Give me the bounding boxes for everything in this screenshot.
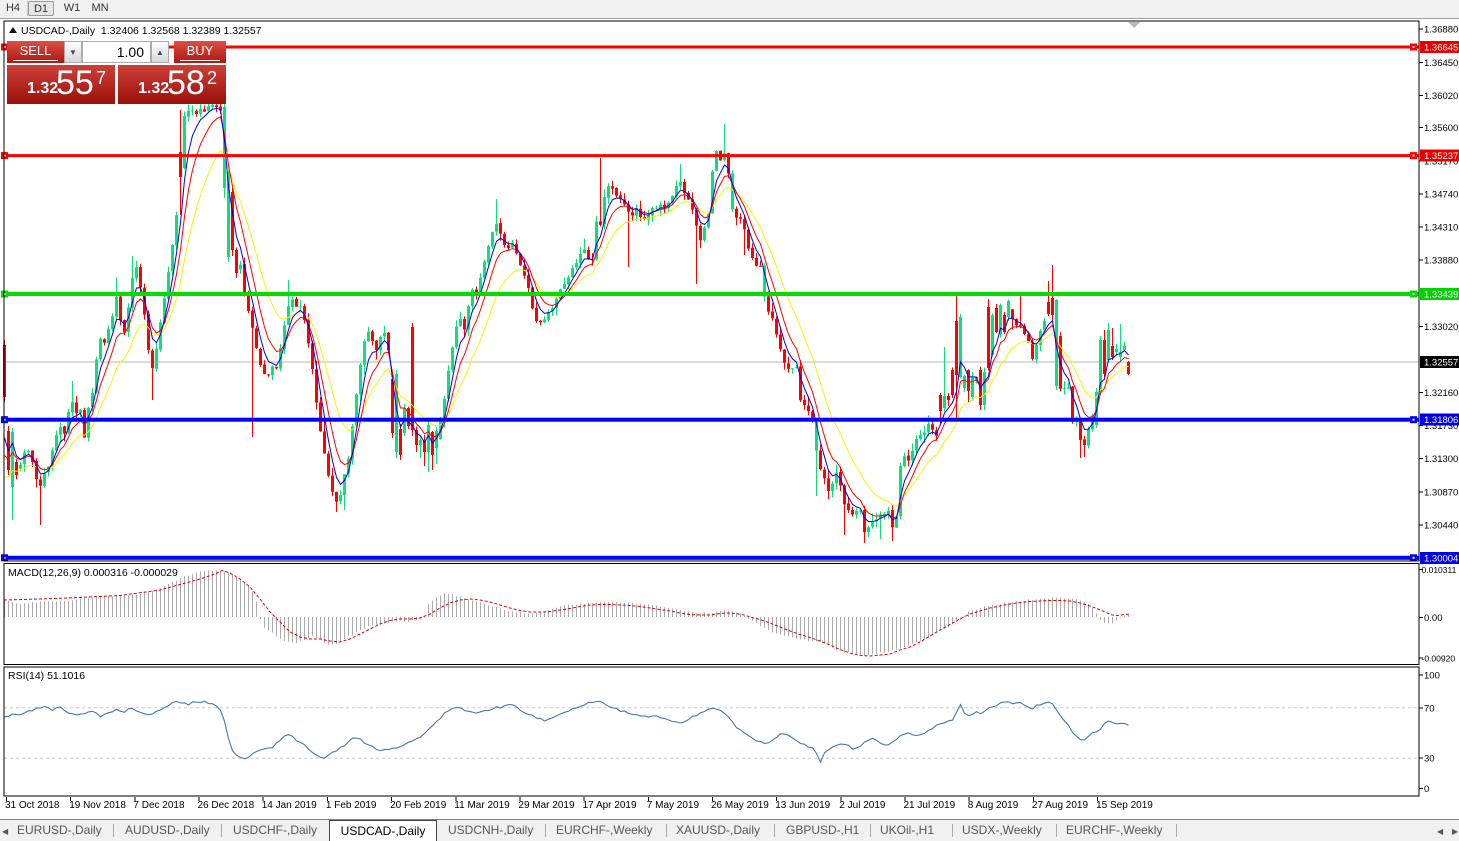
svg-text:31 Oct 2018: 31 Oct 2018 xyxy=(5,800,60,811)
svg-text:1.33880: 1.33880 xyxy=(1424,256,1458,267)
svg-text:0.010311: 0.010311 xyxy=(1422,565,1457,575)
svg-text:14 Jan 2019: 14 Jan 2019 xyxy=(262,800,317,811)
svg-text:0.00: 0.00 xyxy=(1424,613,1443,624)
svg-text:1.36450: 1.36450 xyxy=(1424,58,1458,69)
svg-text:30: 30 xyxy=(1424,754,1435,765)
svg-text:20 Feb 2019: 20 Feb 2019 xyxy=(390,800,447,811)
svg-text:1 Feb 2019: 1 Feb 2019 xyxy=(326,800,377,811)
svg-text:17 Apr 2019: 17 Apr 2019 xyxy=(583,800,637,811)
svg-text:1.34310: 1.34310 xyxy=(1424,223,1458,234)
svg-text:-0.00920: -0.00920 xyxy=(1422,653,1456,663)
svg-text:1.31806: 1.31806 xyxy=(1424,415,1458,426)
svg-text:1.35600: 1.35600 xyxy=(1424,123,1458,134)
svg-text:1.30440: 1.30440 xyxy=(1424,520,1458,531)
svg-text:13 Jun 2019: 13 Jun 2019 xyxy=(775,800,830,811)
svg-text:15 Sep 2019: 15 Sep 2019 xyxy=(1096,800,1153,811)
svg-text:100: 100 xyxy=(1424,671,1440,682)
svg-text:7 May 2019: 7 May 2019 xyxy=(647,800,700,811)
svg-text:1.36880: 1.36880 xyxy=(1424,25,1458,36)
svg-text:26 May 2019: 26 May 2019 xyxy=(711,800,769,811)
svg-text:27 Aug 2019: 27 Aug 2019 xyxy=(1032,800,1089,811)
svg-text:1.31730: 1.31730 xyxy=(1424,421,1458,432)
svg-text:1.32557: 1.32557 xyxy=(1424,358,1458,369)
svg-text:21 Jul 2019: 21 Jul 2019 xyxy=(904,800,956,811)
svg-text:0: 0 xyxy=(1424,784,1429,795)
svg-text:8 Aug 2019: 8 Aug 2019 xyxy=(968,800,1019,811)
svg-text:1.36020: 1.36020 xyxy=(1424,91,1458,102)
svg-text:19 Nov 2018: 19 Nov 2018 xyxy=(69,800,126,811)
svg-text:1.34740: 1.34740 xyxy=(1424,189,1458,200)
svg-text:1.36645: 1.36645 xyxy=(1424,43,1458,54)
svg-text:7 Dec 2018: 7 Dec 2018 xyxy=(133,800,185,811)
svg-text:29 Mar 2019: 29 Mar 2019 xyxy=(518,800,575,811)
svg-text:1.30870: 1.30870 xyxy=(1424,487,1458,498)
svg-text:1.35170: 1.35170 xyxy=(1424,156,1458,167)
svg-text:1.35237: 1.35237 xyxy=(1424,151,1458,162)
svg-text:26 Dec 2018: 26 Dec 2018 xyxy=(198,800,255,811)
svg-text:1.31300: 1.31300 xyxy=(1424,454,1458,465)
svg-text:1.30004: 1.30004 xyxy=(1424,553,1458,564)
svg-text:1.32160: 1.32160 xyxy=(1424,388,1458,399)
svg-text:11 Mar 2019: 11 Mar 2019 xyxy=(454,800,510,811)
svg-text:1.33020: 1.33020 xyxy=(1424,322,1458,333)
svg-text:2 Jul 2019: 2 Jul 2019 xyxy=(839,800,886,811)
svg-text:70: 70 xyxy=(1424,703,1435,714)
svg-text:1.33439: 1.33439 xyxy=(1424,290,1458,301)
